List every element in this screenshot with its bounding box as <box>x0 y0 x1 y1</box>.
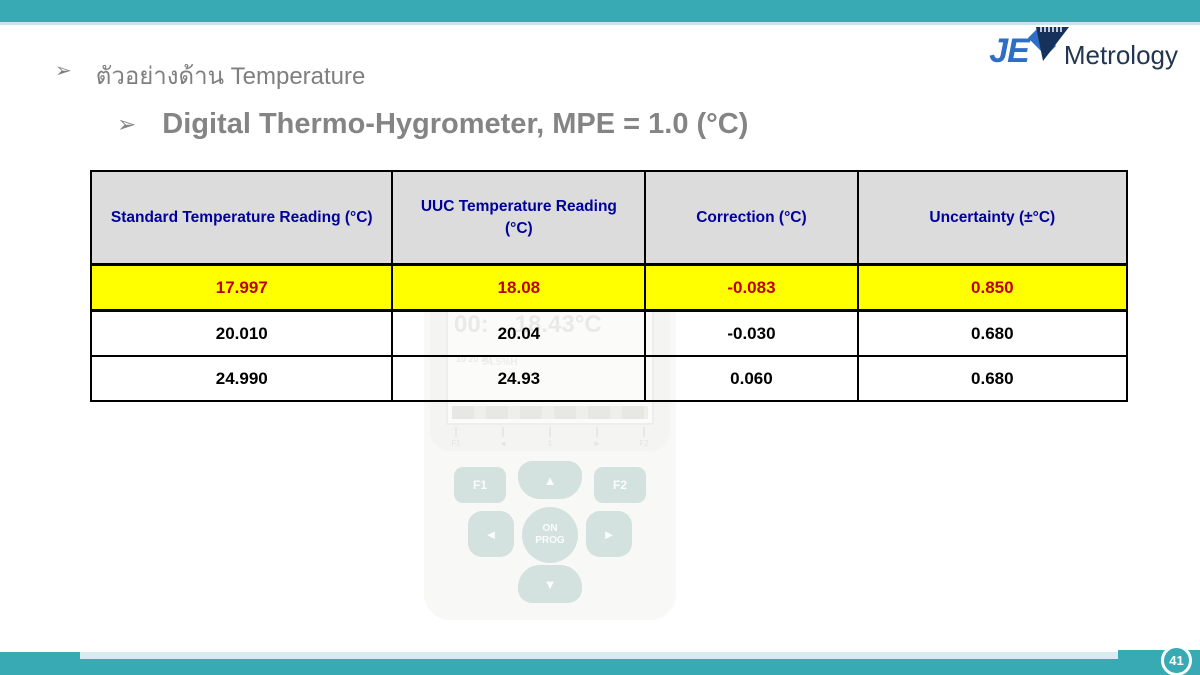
cell-correction: -0.030 <box>644 309 859 357</box>
jet-t-set-square-icon <box>1026 24 1070 67</box>
arrow-bullet-icon: ➢ <box>117 111 137 137</box>
logo-je-text: JE <box>989 32 1030 70</box>
softkey-left-icon: ◄ <box>493 427 513 453</box>
heading-level1-label: ตัวอย่างด้าน Temperature <box>95 63 366 90</box>
footer-left-accent-block <box>0 652 80 675</box>
softkey-f2: F2 <box>634 427 654 453</box>
footer-pale-strip <box>0 652 1200 660</box>
table-row-highlighted: 17.997 18.08 -0.083 0.850 <box>89 263 1129 312</box>
cell-uncertainty: 0.850 <box>856 263 1129 312</box>
jet-metrology-logo: JE Metrology <box>989 24 1178 68</box>
device-f1-button: F1 <box>454 467 506 503</box>
device-left-arrow-button: ◄ <box>468 511 514 557</box>
softkey-f1: F1 <box>446 427 466 453</box>
table-header-row: Standard Temperature Reading (°C) UUC Te… <box>89 170 1129 266</box>
softkey-updown-icon: ⇕ <box>540 427 560 453</box>
col-header-standard-reading: Standard Temperature Reading (°C) <box>89 170 394 266</box>
device-right-arrow-button: ► <box>586 511 632 557</box>
cell-uuc-reading: 24.93 <box>391 355 647 402</box>
heading-level2-label: Digital Thermo-Hygrometer, MPE = 1.0 (°C… <box>162 108 749 140</box>
top-accent-bar <box>0 0 1200 22</box>
heading-level2: ➢ Digital Thermo-Hygrometer, MPE = 1.0 (… <box>117 108 748 141</box>
cell-standard-reading: 17.997 <box>89 263 394 312</box>
col-header-correction: Correction (°C) <box>644 170 859 266</box>
heading-level1: ➢ ตัวอย่างด้าน Temperature <box>55 56 365 95</box>
lcd-menu-strip <box>452 406 648 419</box>
logo-metrology-text: Metrology <box>1063 40 1178 70</box>
cell-standard-reading: 20.010 <box>89 309 394 357</box>
softkey-right-icon: ► <box>587 427 607 453</box>
table-row: 24.990 24.93 0.060 0.680 <box>89 355 1129 402</box>
footer-accent-bar <box>0 659 1200 675</box>
arrow-bullet-icon: ➢ <box>55 60 72 82</box>
cell-correction: -0.083 <box>644 263 859 312</box>
device-up-arrow-button: ▲ <box>518 461 582 499</box>
cell-uncertainty: 0.680 <box>856 309 1129 357</box>
cell-standard-reading: 24.990 <box>89 355 394 402</box>
device-on-prog-button: ON PROG <box>522 507 578 563</box>
table-row: 20.010 20.04 -0.030 0.680 <box>89 309 1129 357</box>
cell-uncertainty: 0.680 <box>856 355 1129 402</box>
device-f2-button: F2 <box>594 467 646 503</box>
device-down-arrow-button: ▼ <box>518 565 582 603</box>
cell-correction: 0.060 <box>644 355 859 402</box>
cell-uuc-reading: 20.04 <box>391 309 647 357</box>
cell-uuc-reading: 18.08 <box>391 263 647 312</box>
top-accent-underline <box>0 22 1200 25</box>
col-header-uuc-reading: UUC Temperature Reading (°C) <box>391 170 647 266</box>
device-keypad: F1 F2 ▲ ◄ ► ▼ ON PROG <box>424 453 676 620</box>
col-header-uncertainty: Uncertainty (±°C) <box>856 170 1129 266</box>
page-number-badge: 41 <box>1161 645 1192 675</box>
calibration-table: Standard Temperature Reading (°C) UUC Te… <box>89 170 1129 402</box>
device-softkey-row: F1 ◄ ⇕ ► F2 <box>446 427 654 453</box>
